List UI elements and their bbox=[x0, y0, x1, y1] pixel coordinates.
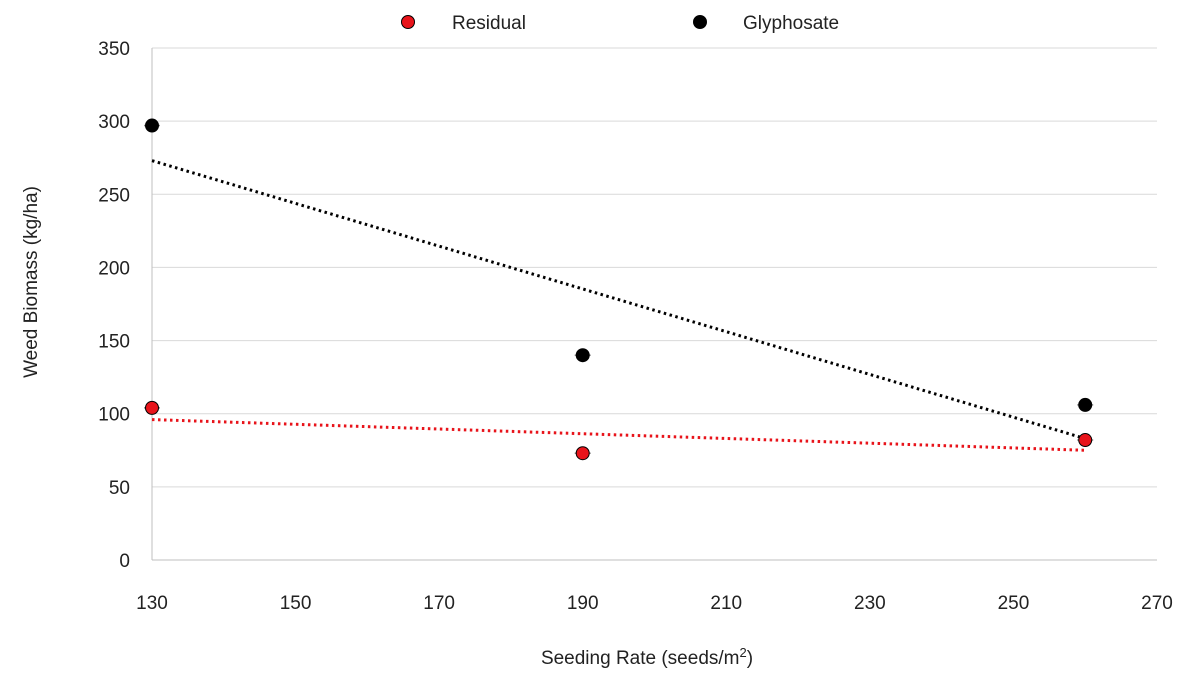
legend-label-residual: Residual bbox=[452, 13, 526, 34]
x-tick-label: 190 bbox=[567, 593, 599, 614]
point-glyphosate bbox=[1078, 397, 1093, 412]
data-points bbox=[144, 118, 1094, 461]
legend: Residual Glyphosate bbox=[401, 13, 839, 34]
trendline-residual bbox=[151, 418, 1086, 452]
y-axis-title: Weed Biomass (kg/ha) bbox=[21, 186, 42, 378]
legend-marker-glyphosate bbox=[693, 15, 707, 29]
x-tick-label: 170 bbox=[423, 593, 455, 614]
x-axis-title-superscript: 2 bbox=[740, 645, 747, 660]
point-glyphosate bbox=[145, 118, 159, 133]
trendline-glyphosate bbox=[151, 159, 1086, 441]
y-tick-label: 300 bbox=[98, 112, 130, 133]
x-tick-label: 270 bbox=[1141, 593, 1173, 614]
y-tick-label: 350 bbox=[98, 39, 130, 60]
y-tick-label: 50 bbox=[109, 478, 130, 499]
x-tick-label: 150 bbox=[280, 593, 312, 614]
x-axis-title: Seeding Rate (seeds/m2) bbox=[541, 645, 753, 669]
point-residual bbox=[1078, 433, 1093, 448]
tick-labels: 0 50 100 150 200 250 300 350 130 150 170 190 210 230 2… bbox=[98, 39, 1173, 614]
gridlines bbox=[152, 47, 1157, 488]
legend-marker-residual bbox=[401, 15, 415, 29]
x-axis-title-main: Seeding Rate (seeds/m bbox=[541, 648, 740, 669]
y-tick-label: 100 bbox=[98, 405, 130, 426]
axes bbox=[151, 48, 1157, 561]
point-glyphosate bbox=[575, 348, 590, 363]
point-residual bbox=[145, 400, 159, 415]
x-tick-label: 250 bbox=[998, 593, 1030, 614]
legend-label-glyphosate: Glyphosate bbox=[743, 13, 839, 34]
x-tick-label: 230 bbox=[854, 593, 886, 614]
trendlines bbox=[151, 159, 1086, 452]
x-tick-label: 210 bbox=[710, 593, 742, 614]
x-axis-title-suffix: ) bbox=[747, 648, 753, 669]
y-tick-label: 150 bbox=[98, 332, 130, 353]
y-tick-label: 0 bbox=[119, 551, 130, 572]
y-tick-label: 200 bbox=[98, 258, 130, 279]
x-tick-label: 130 bbox=[136, 593, 168, 614]
point-residual bbox=[575, 446, 590, 461]
y-tick-label: 250 bbox=[98, 185, 130, 206]
